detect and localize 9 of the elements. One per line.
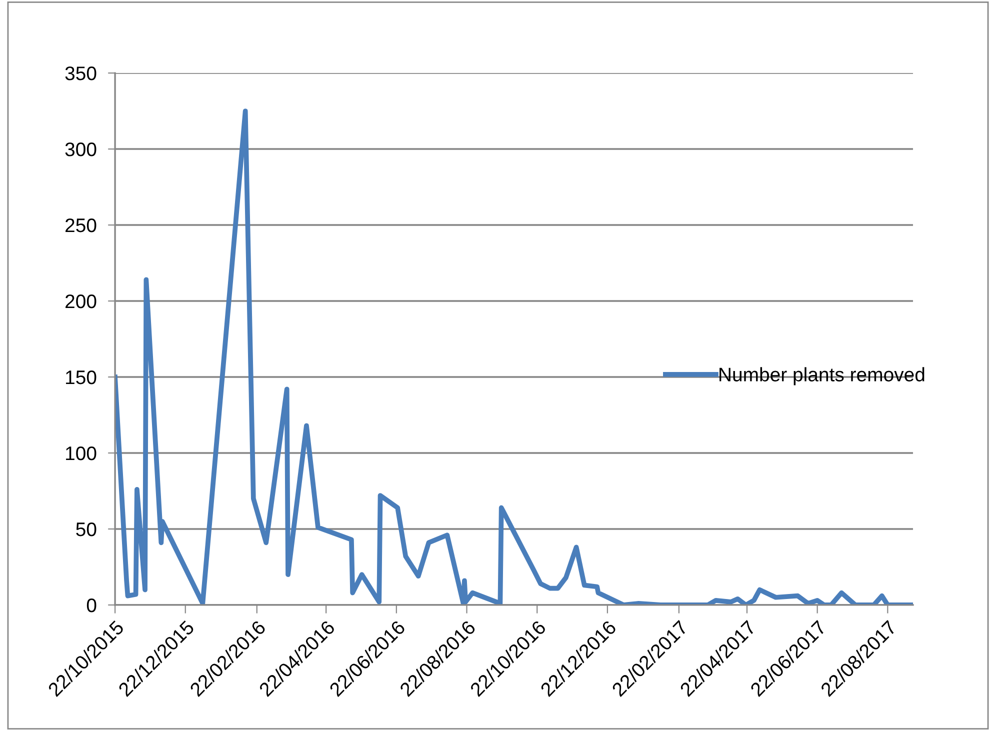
y-tick-label: 200 bbox=[66, 294, 96, 308]
legend-label: Number plants removed bbox=[720, 367, 924, 386]
y-tick-label: 150 bbox=[66, 370, 96, 384]
y-tick-label: 50 bbox=[76, 522, 96, 536]
y-tick-label: 350 bbox=[65, 66, 96, 80]
y-tick-label: 250 bbox=[66, 218, 96, 232]
y-tick-label: 0 bbox=[86, 598, 96, 612]
y-tick-label: 300 bbox=[65, 142, 96, 156]
y-tick-label: 100 bbox=[66, 446, 96, 460]
